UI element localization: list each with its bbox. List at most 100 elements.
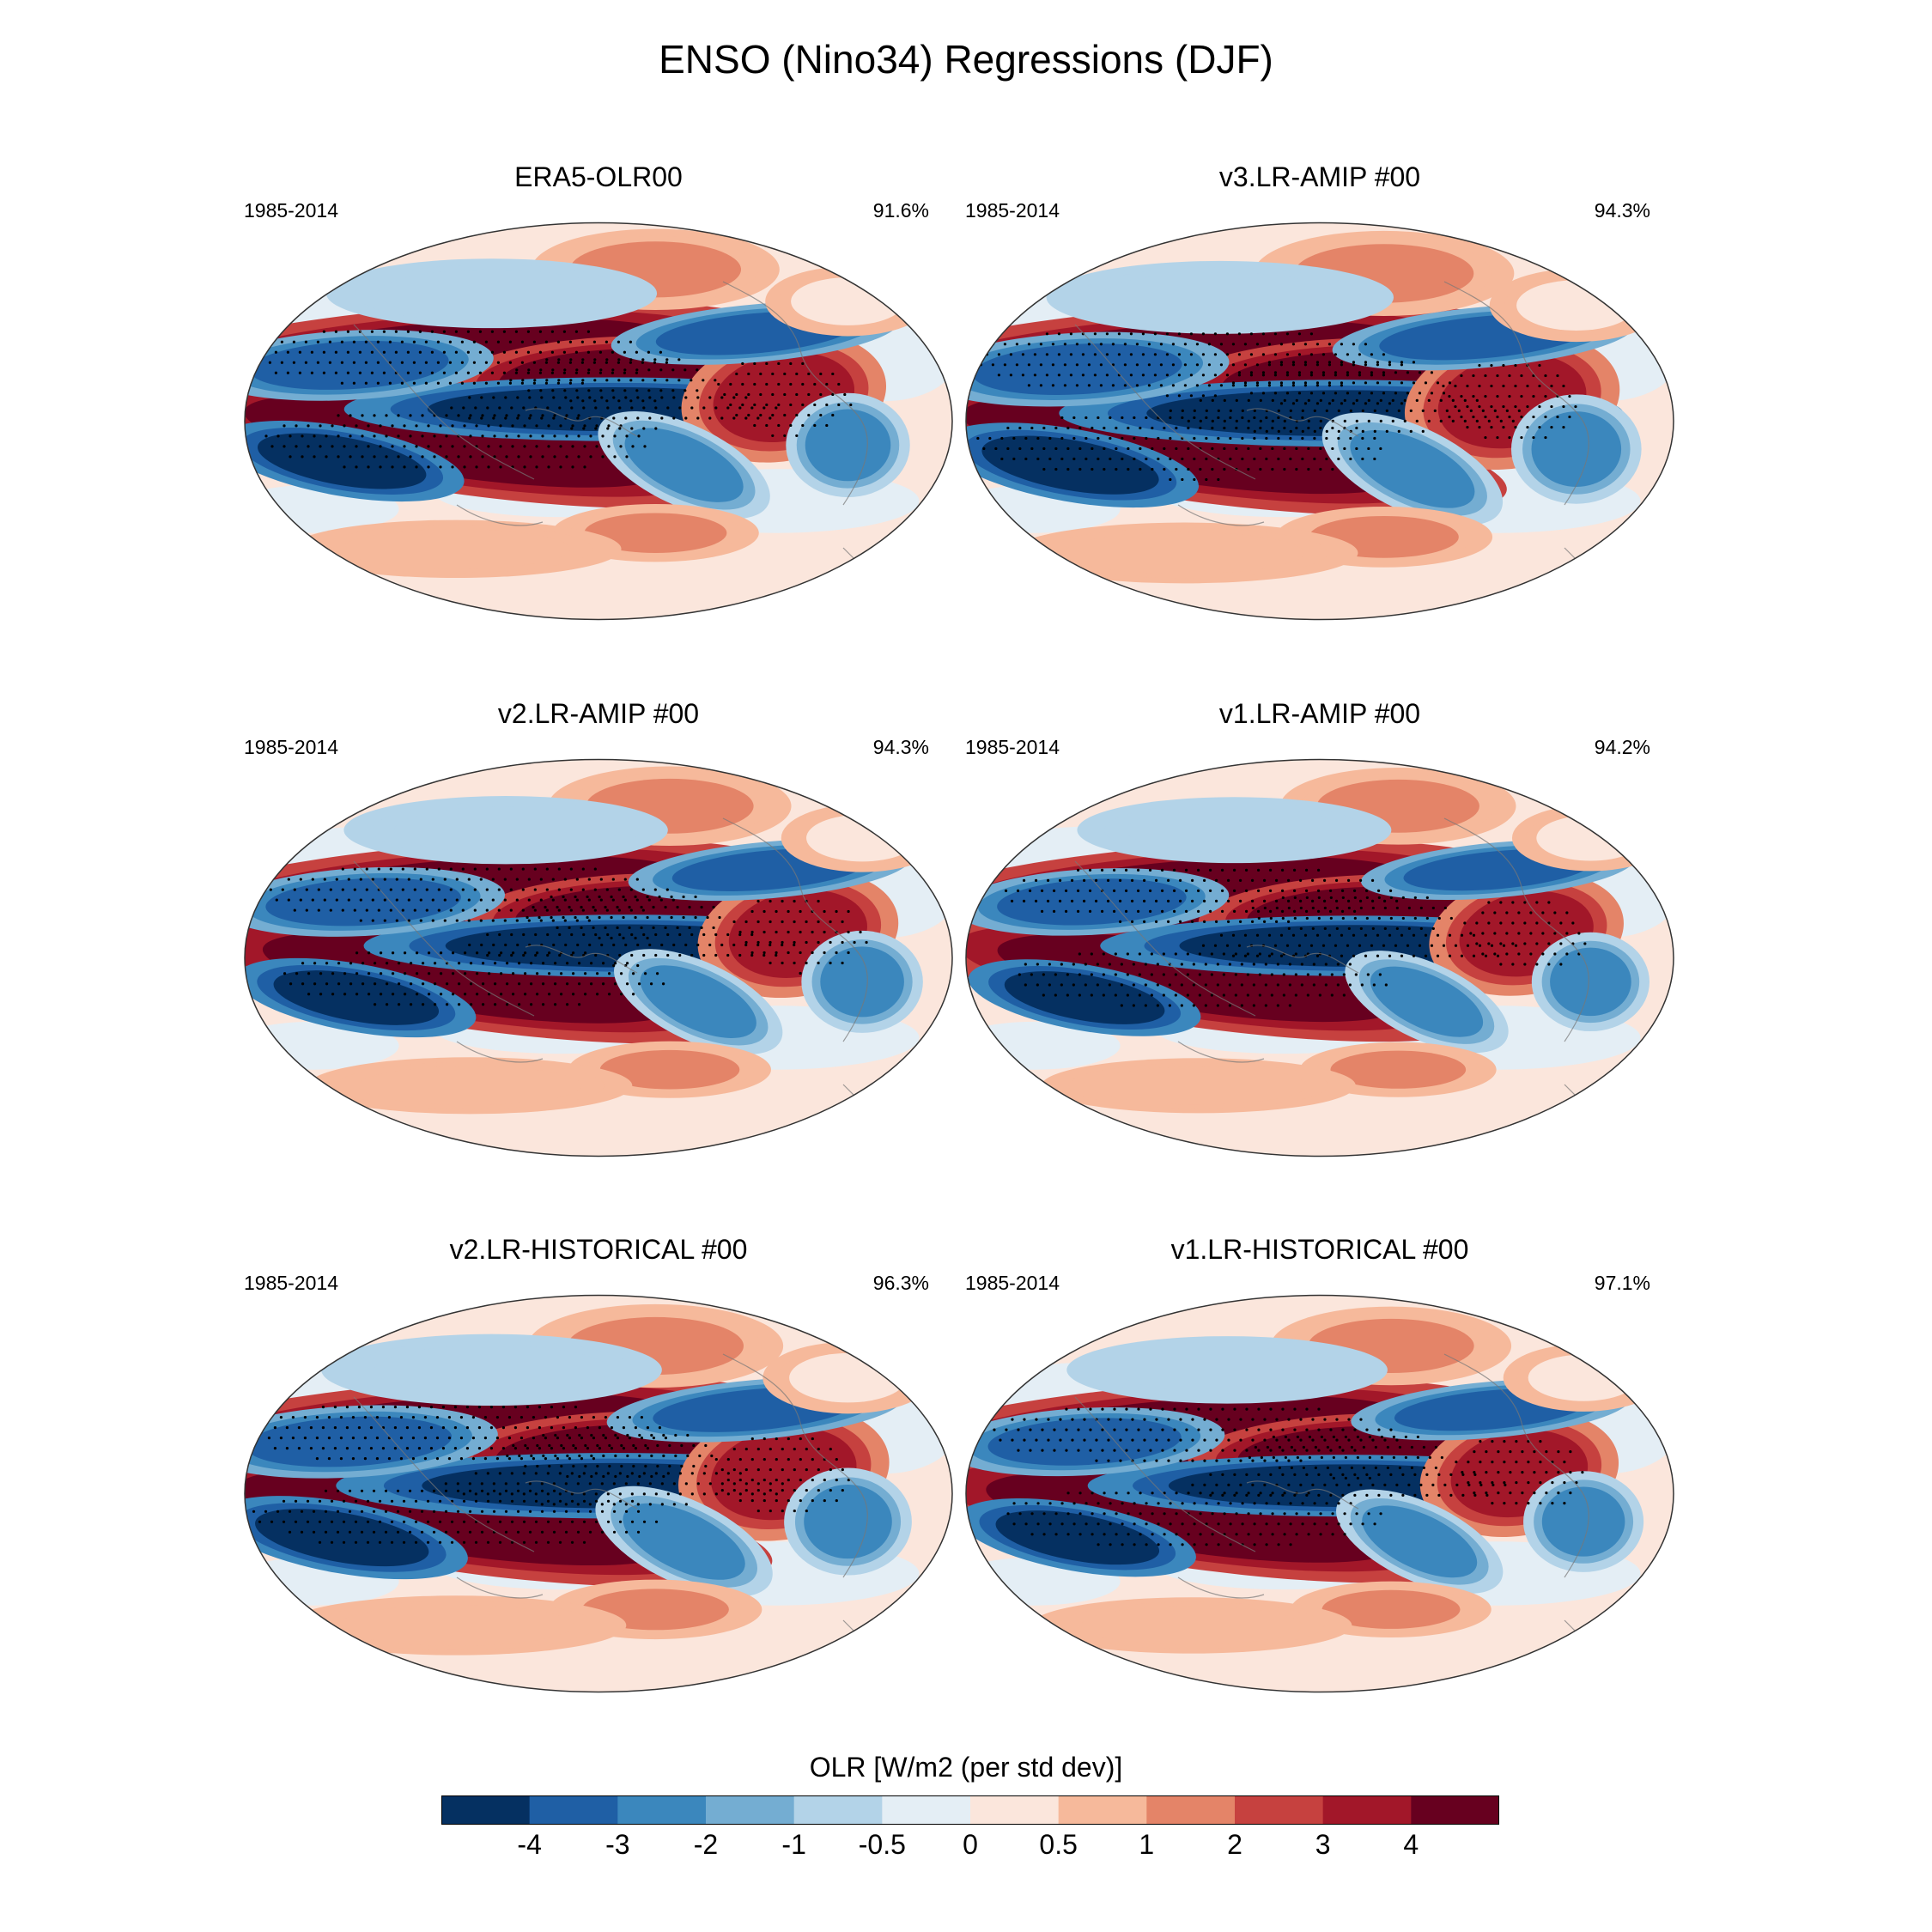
significance-dot (509, 379, 513, 382)
significance-dot (1207, 343, 1212, 346)
significance-dot (538, 1426, 542, 1430)
significance-dot (420, 1510, 424, 1513)
significance-dot (1395, 906, 1399, 910)
significance-dot (1514, 425, 1517, 429)
significance-dot (1544, 415, 1547, 419)
colorbar-tick-label: 4 (1403, 1829, 1419, 1860)
significance-dot (717, 382, 720, 386)
significance-dot (1523, 921, 1527, 925)
significance-dot (1304, 889, 1309, 892)
significance-dot (1243, 933, 1248, 937)
significance-dot (1084, 436, 1088, 440)
significance-dot (1253, 416, 1256, 420)
significance-dot (472, 340, 476, 343)
significance-dot (574, 350, 578, 354)
significance-dot (1190, 899, 1194, 902)
significance-dot (1131, 1418, 1134, 1421)
significance-dot (1365, 1473, 1369, 1476)
significance-dot (696, 416, 700, 420)
significance-dot (526, 330, 530, 333)
significance-dot (566, 1454, 569, 1458)
significance-dot (1057, 332, 1061, 336)
significance-dot (376, 340, 380, 343)
significance-dot (449, 867, 453, 871)
significance-dot (313, 982, 317, 986)
significance-dot (1115, 1533, 1118, 1536)
significance-dot (515, 368, 519, 372)
significance-dot (831, 413, 835, 417)
significance-dot (1271, 1533, 1274, 1536)
significance-dot (712, 905, 715, 909)
significance-dot (1005, 1428, 1008, 1431)
significance-dot (1237, 353, 1242, 356)
significance-dot (859, 930, 862, 934)
significance-dot (345, 1426, 349, 1430)
map-outline (965, 222, 1674, 621)
significance-dot (1407, 906, 1411, 910)
significance-dot (720, 396, 724, 399)
significance-dot (1054, 1512, 1058, 1516)
significance-dot (516, 1482, 519, 1485)
significance-dot (550, 915, 553, 920)
significance-dot (1347, 927, 1351, 931)
significance-dot (1372, 983, 1376, 987)
significance-dot (1197, 1407, 1200, 1411)
significance-dot (1035, 1418, 1038, 1421)
significance-dot (636, 396, 640, 399)
significance-dot (381, 1406, 386, 1409)
significance-dot (1281, 1493, 1285, 1497)
significance-dot (1472, 394, 1475, 398)
significance-dot (501, 1447, 506, 1450)
significance-dot (598, 371, 602, 374)
significance-dot (1187, 467, 1190, 471)
significance-dot (1277, 1502, 1280, 1505)
significance-dot (611, 898, 615, 902)
panel-period: 1985-2014 (965, 199, 1060, 222)
significance-dot (1430, 371, 1434, 374)
significance-dot (1461, 1473, 1465, 1476)
significance-dot (753, 403, 756, 407)
significance-dot (617, 361, 620, 364)
significance-dot (331, 445, 334, 448)
significance-dot (1102, 952, 1105, 956)
significance-dot (1467, 1481, 1470, 1485)
significance-dot (613, 982, 617, 986)
significance-dot (1359, 1438, 1363, 1442)
significance-dot (1287, 1418, 1291, 1421)
significance-dot (726, 1472, 730, 1475)
significance-dot (387, 1457, 392, 1461)
significance-dot (1379, 398, 1382, 402)
significance-dot (1508, 374, 1511, 378)
significance-dot (541, 982, 545, 986)
map-panel-2: v3.LR-AMIP #00 1985-2014 94.3% (963, 161, 1676, 625)
significance-dot (1141, 353, 1145, 356)
significance-dot (469, 982, 473, 986)
significance-dot (276, 1510, 280, 1513)
colorbar-tick-label: 2 (1227, 1829, 1242, 1860)
significance-dot (1400, 363, 1404, 367)
significance-dot (564, 943, 568, 947)
significance-dot (648, 1482, 652, 1485)
significance-dot (415, 972, 419, 975)
significance-dot (738, 1492, 742, 1496)
significance-dot (1398, 1445, 1401, 1449)
significance-dot (605, 361, 608, 364)
significance-dot (1319, 398, 1322, 402)
significance-dot (1487, 419, 1491, 422)
significance-dot (1274, 920, 1279, 923)
significance-dot (1361, 457, 1364, 461)
significance-dot (1379, 447, 1382, 451)
significance-dot (1193, 1543, 1196, 1546)
significance-dot (1383, 906, 1387, 910)
significance-dot (1266, 1445, 1269, 1449)
significance-dot (688, 905, 691, 909)
significance-dot (1511, 942, 1515, 945)
significance-dot (692, 1443, 696, 1448)
significance-dot (553, 1003, 557, 1006)
significance-dot (1461, 1493, 1465, 1497)
significance-dot (1221, 1449, 1224, 1452)
significance-dot (505, 982, 509, 986)
significance-dot (1473, 1450, 1476, 1454)
significance-dot (1336, 983, 1340, 987)
colorbar-tick-label: -0.5 (858, 1829, 906, 1860)
